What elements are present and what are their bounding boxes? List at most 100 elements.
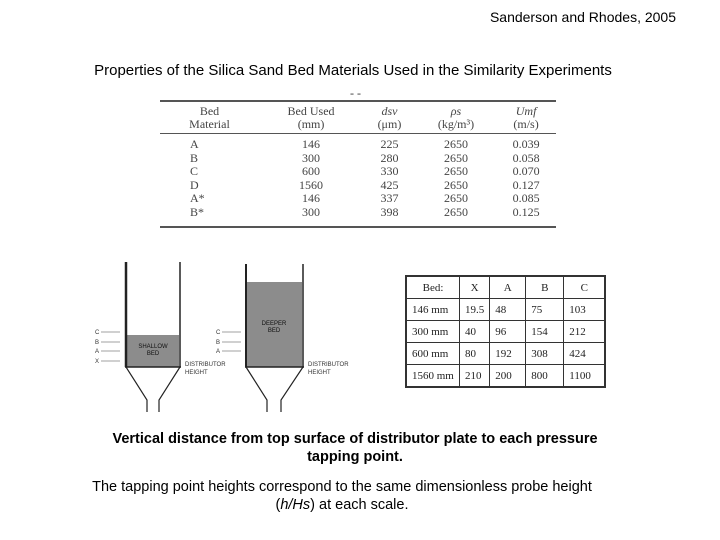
cell: 800: [525, 364, 565, 388]
cell: B: [190, 150, 199, 165]
table-row: 600 mm 80 192 308 424: [405, 342, 606, 365]
hopper-left: [125, 366, 148, 412]
table-row: 146 mm 19.5 48 75 103: [405, 298, 606, 321]
cell: 1560 mm: [405, 364, 460, 388]
hopper-left: [245, 366, 268, 412]
slide-title: Properties of the Silica Sand Bed Materi…: [94, 62, 612, 79]
deeper-bed-fill: [247, 282, 302, 367]
tap-label-c: C: [216, 330, 221, 336]
tap-label-x: X: [95, 359, 99, 365]
cell: X: [458, 275, 491, 299]
cell: B: [525, 275, 565, 299]
cell: 2650: [443, 164, 468, 179]
cell: 212: [563, 320, 606, 343]
cell: 192: [489, 342, 527, 365]
figure-caption: Vertical distance from top surface of di…: [55, 430, 655, 466]
cell: 425: [380, 177, 399, 192]
tap-label-a: A: [216, 349, 220, 355]
cell: D: [190, 177, 199, 192]
cell: 2650: [443, 137, 468, 151]
table-row: A* 146 337 2650 0.085: [160, 192, 556, 206]
note-open: (: [275, 497, 281, 513]
cell: 103: [563, 298, 606, 321]
tap-label-a: A: [95, 349, 99, 355]
shallow-bed-label-2: BED: [147, 351, 160, 357]
cell: 0.125: [512, 204, 540, 219]
cell: 600: [302, 164, 321, 179]
tapping-heights-table: Bed: X A B C 146 mm 19.5 48 75 103 300 m…: [405, 275, 607, 388]
cell: 2650: [443, 204, 468, 219]
cell: 300: [302, 204, 321, 219]
tap-label-c: C: [95, 330, 100, 336]
distributor-height-label-2: HEIGHT: [308, 370, 331, 376]
cell: C: [190, 164, 199, 179]
cell: 300: [302, 150, 321, 165]
distributor-height-label-2: HEIGHT: [185, 370, 208, 376]
cell: 398: [380, 204, 399, 219]
header-dsv: dsv (μm): [363, 101, 416, 134]
note-ratio: h/Hs: [280, 497, 311, 513]
cell: 600 mm: [405, 342, 460, 365]
shallow-bed-column: C B A X SHALLOW BED DISTRIBUTOR HEIGHT: [95, 262, 226, 412]
cell: 424: [563, 342, 606, 365]
shallow-bed-label: SHALLOW: [138, 344, 168, 350]
cell: A*: [190, 191, 205, 206]
cell: 2650: [443, 177, 468, 192]
cell: 0.085: [512, 191, 540, 206]
citation: Sanderson and Rhodes, 2005: [489, 9, 676, 25]
caption-line-1: Vertical distance from top surface of di…: [112, 431, 598, 447]
tap-label-b: B: [95, 340, 99, 346]
caption-line-2: tapping point.: [307, 449, 403, 465]
cell: 146 mm: [405, 298, 460, 321]
cell: A: [190, 137, 199, 151]
figure-note: The tapping point heights correspond to …: [42, 478, 642, 514]
cell: 19.5: [458, 298, 491, 321]
deeper-bed-label-2: BED: [268, 328, 281, 334]
cell: 210: [458, 364, 491, 388]
cell: 48: [489, 298, 527, 321]
header-bed-material: Bed Material: [160, 101, 259, 134]
bed-properties-table-wrap: - - Bed Material Bed Used (mm) dsv (μm) ρs(…: [160, 86, 556, 228]
cell: 96: [489, 320, 527, 343]
cell: 146: [302, 137, 321, 151]
cell: 0.070: [512, 164, 540, 179]
table-row: C 600 330 2650 0.070: [160, 165, 556, 179]
cell: 40: [458, 320, 491, 343]
cell: 80: [458, 342, 491, 365]
cell: 225: [380, 137, 399, 151]
cell: B*: [190, 204, 205, 219]
note-close: ) at each scale.: [310, 497, 409, 513]
deeper-bed-column: C B A DEEPER BED DISTRIBUTOR HEIGHT: [216, 264, 349, 412]
cell: 146: [302, 191, 321, 206]
table-row: D 1560 425 2650 0.127: [160, 177, 556, 193]
cell: Bed:: [405, 275, 460, 299]
shallow-bed-fill: [127, 335, 179, 367]
cell: 337: [380, 191, 399, 206]
cell: 200: [489, 364, 527, 388]
bed-properties-table: Bed Material Bed Used (mm) dsv (μm) ρs (kg/m…: [160, 100, 556, 228]
table-row: A 146 225 2650 0.039: [160, 134, 556, 152]
cell: 2650: [443, 150, 468, 165]
header-bed-used: Bed Used (mm): [258, 101, 364, 134]
bed-diagram: C B A X SHALLOW BED DISTRIBUTOR HEIGHT C…: [95, 262, 349, 412]
hopper-right: [280, 366, 304, 412]
cell: C: [563, 275, 606, 299]
tap-label-b: B: [216, 340, 220, 346]
distributor-height-label: DISTRIBUTOR: [185, 362, 226, 368]
cell: 1100: [563, 364, 606, 388]
cell: 154: [525, 320, 565, 343]
cell: 75: [525, 298, 565, 321]
table-row: B 300 280 2650 0.058: [160, 150, 556, 166]
cell: 330: [380, 164, 399, 179]
deeper-bed-label: DEEPER: [262, 321, 287, 327]
table-row: 300 mm 40 96 154 212: [405, 320, 606, 343]
cell: 0.058: [512, 150, 540, 165]
hopper-right: [158, 366, 181, 412]
table-row: B* 300 398 2650 0.125: [160, 204, 556, 227]
cell: 0.039: [512, 137, 540, 151]
header-rho: ρs (kg/m³): [415, 101, 497, 134]
cell: 1560: [299, 177, 324, 192]
distributor-height-label: DISTRIBUTOR: [308, 362, 349, 368]
cell: 308: [525, 342, 565, 365]
table-header-row: Bed Material Bed Used (mm) dsv (μm) ρs (kg/m…: [160, 101, 556, 134]
